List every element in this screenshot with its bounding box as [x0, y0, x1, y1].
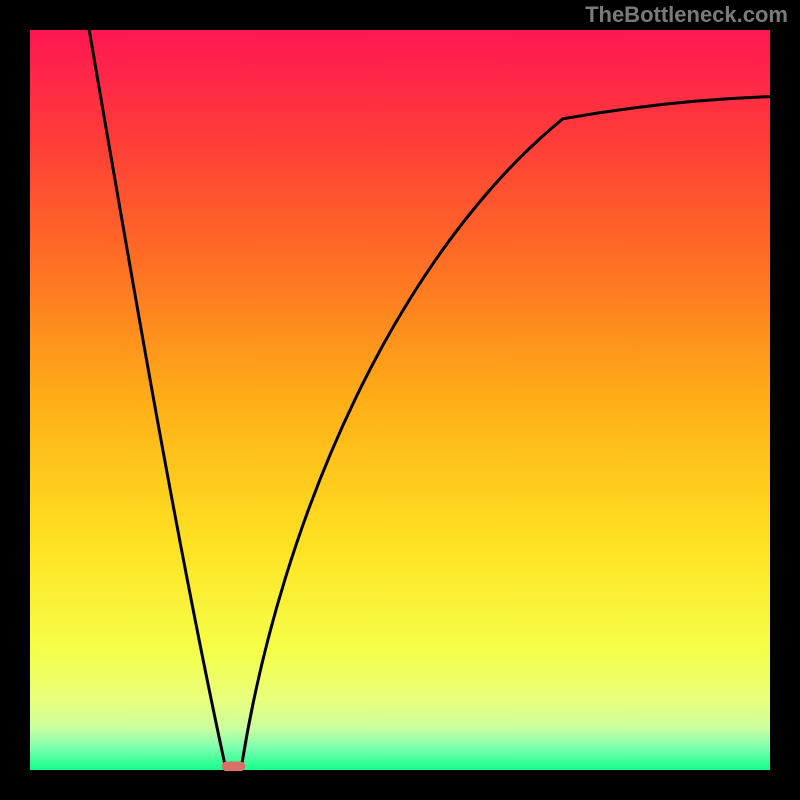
bottleneck-chart: [0, 0, 800, 800]
watermark-text: TheBottleneck.com: [585, 2, 788, 28]
chart-container: TheBottleneck.com: [0, 0, 800, 800]
chart-plot-area: [30, 30, 770, 770]
optimal-marker: [222, 761, 246, 771]
